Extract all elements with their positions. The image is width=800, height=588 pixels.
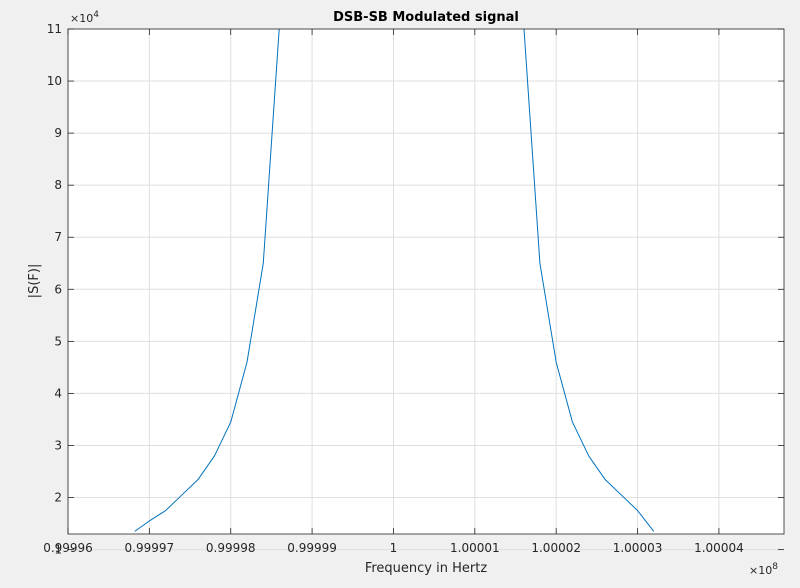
x-tick-label: 1 <box>390 541 398 555</box>
y-tick-label: 10 <box>47 74 62 88</box>
x-axis-multiplier: ×108 <box>749 562 778 577</box>
x-tick-label: 0.99998 <box>206 541 256 555</box>
y-tick-label: 6 <box>54 282 62 296</box>
x-tick-label: 0.99996 <box>43 541 93 555</box>
grid <box>67 28 784 551</box>
y-axis-multiplier: ×104 <box>70 10 99 25</box>
series-line-3 <box>523 29 655 532</box>
x-tick-label: 1.00003 <box>613 541 663 555</box>
x-tick-label: 0.99997 <box>125 541 175 555</box>
plot-box <box>67 28 785 535</box>
y-axis-label: |S(F)| <box>27 264 42 299</box>
y-tick-label: 3 <box>54 438 62 452</box>
plot-area <box>68 29 784 534</box>
y-tick-label: 4 <box>54 386 62 400</box>
ticks: 0.99996 0.99997 0.99998 0.99999 1 1.00001 1.00… <box>43 22 784 557</box>
x-axis-label: Frequency in Hertz <box>365 561 487 576</box>
chart-title: DSB-SB Modulated signal <box>333 10 519 25</box>
y-tick-label: 5 <box>54 334 62 348</box>
x-tick-label: 1.00004 <box>694 541 744 555</box>
x-tick-label: 0.99999 <box>287 541 337 555</box>
y-tick-label: 2 <box>54 491 62 505</box>
y-tick-label: 9 <box>54 126 62 140</box>
series-line-1 <box>134 29 280 532</box>
y-tick-label: 1 <box>54 543 62 557</box>
y-tick-label: 7 <box>54 230 62 244</box>
series-lines <box>134 29 655 532</box>
x-tick-label: 1.00002 <box>531 541 581 555</box>
y-tick-label: 8 <box>54 178 62 192</box>
y-tick-label: 11 <box>47 22 62 36</box>
x-tick-label: 1.00001 <box>450 541 500 555</box>
